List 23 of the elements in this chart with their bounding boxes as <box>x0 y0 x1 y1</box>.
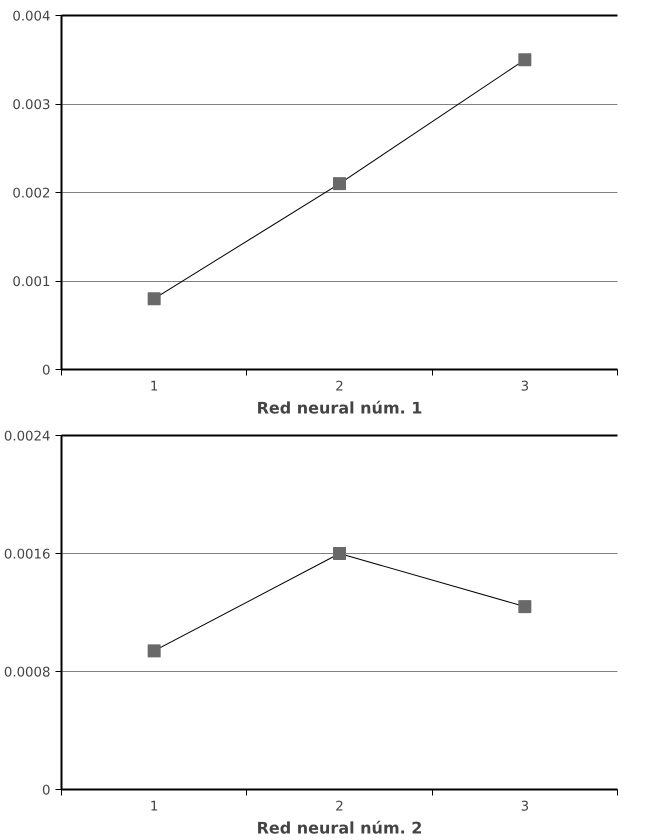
x-tick-label: 3 <box>520 800 530 814</box>
y-tick-label: 0.004 <box>12 10 50 24</box>
x-tick-label: 2 <box>335 380 344 394</box>
point <box>518 600 532 614</box>
y-tick-label: 0.002 <box>12 186 50 202</box>
y-tick-label: 0 <box>42 784 51 798</box>
y-tick-label: 0.0024 <box>4 430 51 444</box>
y-tick-label: 0 <box>42 364 51 378</box>
y-tick-label: 0.001 <box>12 275 50 290</box>
y-tick-label: 0.0016 <box>4 548 51 562</box>
point <box>333 177 346 190</box>
x-tick-label: 3 <box>520 380 530 394</box>
x-tick-label: 1 <box>150 380 158 394</box>
y-tick-label: 0.0008 <box>4 666 51 680</box>
y-tick-label: 0.003 <box>12 98 50 113</box>
point <box>148 292 161 306</box>
point <box>333 547 346 560</box>
x-axis-title: Red neural núm. 1 <box>256 398 422 418</box>
point <box>148 644 161 658</box>
x-axis-title: Red neural núm. 2 <box>256 818 422 838</box>
x-tick-label: 2 <box>335 800 344 814</box>
point <box>518 53 532 66</box>
x-tick-label: 1 <box>150 800 158 814</box>
